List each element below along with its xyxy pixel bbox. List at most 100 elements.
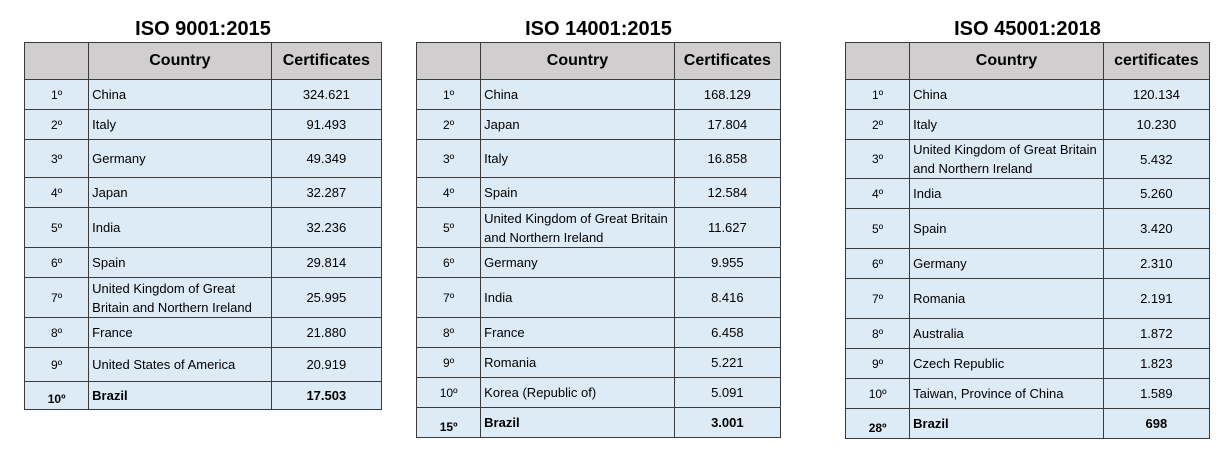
rank-cell: 5º [23,207,90,248]
table-row: 1º China 168.129 [415,79,782,110]
rank-cell: 8º [23,317,90,348]
country-cell: Romania [909,278,1104,319]
table-row: 9º Romania 5.221 [415,347,782,378]
table-row: 6º Germany 9.955 [415,247,782,278]
country-cell: Brazil [480,407,675,438]
rank-cell: 8º [844,318,911,349]
table-row: 2º Japan 17.804 [415,109,782,140]
certificates-cell: 168.129 [673,79,782,110]
country-cell: Italy [480,139,675,178]
country-cell: Korea (Republic of) [480,377,675,408]
rank-cell: 28º [844,408,911,439]
table-title: ISO 45001:2018 [954,18,1101,40]
certificates-cell: 1.823 [1102,348,1211,379]
certificates-cell: 698 [1102,408,1211,439]
rank-cell: 10º [415,377,482,408]
certificates-header: Certificates [270,42,383,80]
rank-cell: 5º [844,208,911,249]
certificates-cell: 32.287 [270,177,383,208]
certificates-cell: 16.858 [673,139,782,178]
country-cell: United Kingdom of Great Britain and Nort… [909,139,1104,179]
rank-cell: 15º [415,407,482,438]
country-cell: Germany [88,139,272,178]
country-header: Country [909,42,1104,80]
country-cell: China [909,79,1104,110]
country-cell: Brazil [909,408,1104,439]
country-cell: China [480,79,675,110]
certificates-cell: 17.804 [673,109,782,140]
rank-cell: 7º [844,278,911,319]
rank-header [23,42,90,80]
table-row: 4º Japan 32.287 [23,177,383,208]
certificates-header: Certificates [673,42,782,80]
rank-cell: 8º [415,317,482,348]
table-row: 9º Czech Republic 1.823 [844,348,1211,379]
table-row: 2º Italy 91.493 [23,109,383,140]
country-cell: France [480,317,675,348]
iso-45001-block: ISO 45001:2018 Country certificates 1º China… [844,12,1211,439]
table-row: 8º France 21.880 [23,317,383,348]
rank-cell: 4º [23,177,90,208]
table-row: 5º Spain 3.420 [844,208,1211,249]
table-row: 9º United States of America 20.919 [23,347,383,382]
rank-cell: 6º [23,247,90,278]
rank-header [844,42,911,80]
table-row: 10º Brazil 17.503 [23,381,383,410]
table-row: 7º United Kingdom of Great Britain and No… [23,277,383,318]
table-row: 6º Spain 29.814 [23,247,383,278]
table-row: 3º Italy 16.858 [415,139,782,178]
rank-cell: 6º [415,247,482,278]
certificates-cell: 5.221 [673,347,782,378]
rank-cell: 9º [415,347,482,378]
country-cell: Germany [909,248,1104,279]
country-cell: Japan [480,109,675,140]
rank-cell: 2º [415,109,482,140]
rank-cell: 5º [415,207,482,248]
ranking-table: Country Certificates 1º China 168.129 2º Japan… [415,42,782,438]
certificates-cell: 5.432 [1102,139,1211,179]
certificates-cell: 29.814 [270,247,383,278]
country-cell: Czech Republic [909,348,1104,379]
table-row: 15º Brazil 3.001 [415,407,782,438]
country-cell: United Kingdom of Great Britain and Nort… [88,277,272,318]
rank-cell: 10º [844,378,911,409]
country-cell: Romania [480,347,675,378]
certificates-cell: 5.260 [1102,178,1211,209]
rank-cell: 1º [844,79,911,110]
table-row: 7º Romania 2.191 [844,278,1211,319]
rank-cell: 7º [23,277,90,318]
country-cell: China [88,79,272,110]
certificates-cell: 5.091 [673,377,782,408]
rank-cell: 2º [23,109,90,140]
rank-cell: 1º [415,79,482,110]
certificates-cell: 49.349 [270,139,383,178]
country-cell: Australia [909,318,1104,349]
rank-cell: 4º [415,177,482,208]
certificates-cell: 324.621 [270,79,383,110]
table-row: 4º India 5.260 [844,178,1211,209]
certificates-cell: 120.134 [1102,79,1211,110]
rank-cell: 10º [23,381,90,410]
certificates-cell: 2.191 [1102,278,1211,319]
certificates-header: certificates [1102,42,1211,80]
table-row: 7º India 8.416 [415,277,782,318]
certificates-cell: 17.503 [270,381,383,410]
table-title: ISO 9001:2015 [135,18,271,40]
rank-cell: 4º [844,178,911,209]
table-row: 1º China 324.621 [23,79,383,110]
header-row: Country certificates [844,42,1211,80]
country-cell: United Kingdom of Great Britain and Nort… [480,207,675,248]
country-cell: Taiwan, Province of China [909,378,1104,409]
rank-cell: 3º [844,139,911,179]
country-cell: Brazil [88,381,272,410]
ranking-table: Country certificates 1º China 120.134 2º Italy… [844,42,1211,439]
country-cell: Italy [88,109,272,140]
table-row: 2º Italy 10.230 [844,109,1211,140]
ranking-table: Country Certificates 1º China 324.621 2º Italy… [23,42,383,410]
rank-cell: 9º [23,347,90,382]
rank-cell: 6º [844,248,911,279]
certificates-cell: 11.627 [673,207,782,248]
certificates-cell: 3.001 [673,407,782,438]
certificates-cell: 91.493 [270,109,383,140]
table-title: ISO 14001:2015 [525,18,672,40]
